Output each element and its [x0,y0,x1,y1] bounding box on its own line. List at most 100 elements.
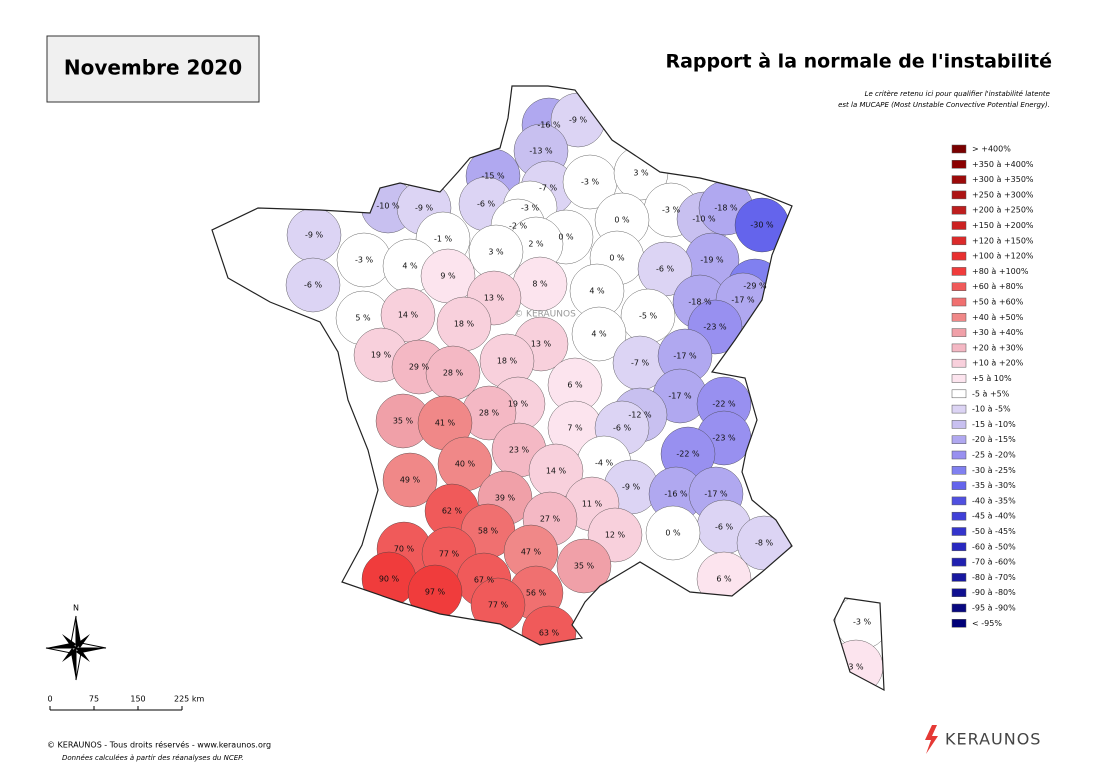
department-label: 0 % [665,529,681,538]
source: Données calculées à partir des réanalyse… [62,754,244,762]
legend-swatch [951,313,967,322]
legend-label: -80 à -70% [972,573,1016,582]
legend-swatch [951,557,967,567]
department-label: 41 % [435,419,456,428]
department-label: 19 % [371,351,392,360]
department-label: -6 % [656,265,675,274]
legend-swatch [951,190,967,200]
department-label: -9 % [415,204,434,213]
legend-swatch [951,481,967,490]
department-label: -3 % [581,178,600,187]
legend-swatch [951,374,967,383]
legend-swatch [951,358,967,368]
legend-swatch [951,511,967,521]
legend-label: +50 à +60% [972,298,1024,307]
scale-label: 150 [130,695,145,704]
compass [45,615,107,681]
legend-swatch [951,328,967,337]
copyright: © KERAUNOS - Tous droits réservés - www.… [47,740,271,750]
department-label: -7 % [631,359,650,368]
legend-swatch [951,496,967,506]
department-label: -3 % [662,206,681,215]
legend-swatch [951,297,967,307]
legend-label: -25 à -20% [972,451,1016,460]
department-label: -6 % [613,424,632,433]
department-label: -10 % [692,215,716,224]
legend-swatch [951,420,967,429]
title: Rapport à la normale de l'instabilité [665,51,1052,73]
department-label: -23 % [703,323,727,332]
department-label: 19 % [508,400,529,409]
department-label: -30 % [750,221,774,230]
department-label: 18 % [454,320,475,329]
department-label: 4 % [589,287,605,296]
department-label: -18 % [688,298,712,307]
legend: > +400% +350 à +400% +300 à +350% +250 à +3… [951,145,1034,628]
department [285,257,341,313]
department-label: 77 % [488,601,509,610]
department-label: 13 % [484,294,505,303]
department-label: 14 % [546,467,567,476]
department-label: -8 % [755,539,774,548]
department-label: -17 % [704,490,728,499]
department-label: -17 % [731,296,755,305]
legend-label: +30 à +40% [972,328,1024,337]
legend-label: -5 à +5% [972,389,1010,398]
north-label: N [73,604,79,613]
legend-label: -20 à -15% [972,435,1016,444]
department-label: -17 % [673,352,697,361]
department-label: 13 % [531,340,552,349]
department-label: -22 % [676,450,700,459]
department-label: 28 % [443,369,464,378]
department-label: -12 % [628,411,652,420]
legend-label: -95 à -90% [972,604,1016,613]
legend-label: > +400% [972,145,1011,154]
department-label: -6 % [715,523,734,532]
legend-label: +100 à +120% [972,252,1034,261]
departments [285,92,884,690]
legend-label: +80 à +100% [972,267,1029,276]
legend-label: -35 à -30% [972,481,1016,490]
department-label: -1 % [434,235,453,244]
logo: KERAUNOS [945,730,1041,749]
department-label: 97 % [425,588,446,597]
legend-swatch [951,205,967,215]
department-label: -7 % [539,184,558,193]
department-label: 47 % [521,548,542,557]
department-label: -2 % [509,222,528,231]
legend-label: -70 à -60% [972,558,1016,567]
legend-swatch [951,450,967,460]
department [556,538,612,594]
department-label: 3 % [488,248,504,257]
department-label: 67 % [474,576,495,585]
department-label: 77 % [439,550,460,559]
logo-bolt [925,725,938,754]
legend-label: -30 à -25% [972,466,1016,475]
department [380,287,436,343]
country-outline [211,85,885,692]
department-label: -3 % [521,204,540,213]
department [382,452,438,508]
legend-label: -40 à -35% [972,496,1016,505]
department-label: -6 % [304,281,323,290]
department-label: 0 % [558,233,574,242]
department-label: -5 % [639,312,658,321]
department-label: 29 % [409,363,430,372]
department-label: 12 % [605,531,626,540]
department-label: 3 % [848,663,864,672]
legend-swatch [951,588,967,597]
department-label: 35 % [393,417,414,426]
department-label: 4 % [402,262,418,271]
department-label: -19 % [700,256,724,265]
legend-swatch [951,527,967,536]
legend-label: +5 à 10% [972,374,1012,383]
department-label: 8 % [532,280,548,289]
legend-label: +150 à +200% [972,221,1034,230]
legend-label: +200 à +250% [972,206,1034,215]
department-label: 18 % [497,357,518,366]
legend-swatch [951,251,967,261]
department-label: 70 % [394,545,415,554]
